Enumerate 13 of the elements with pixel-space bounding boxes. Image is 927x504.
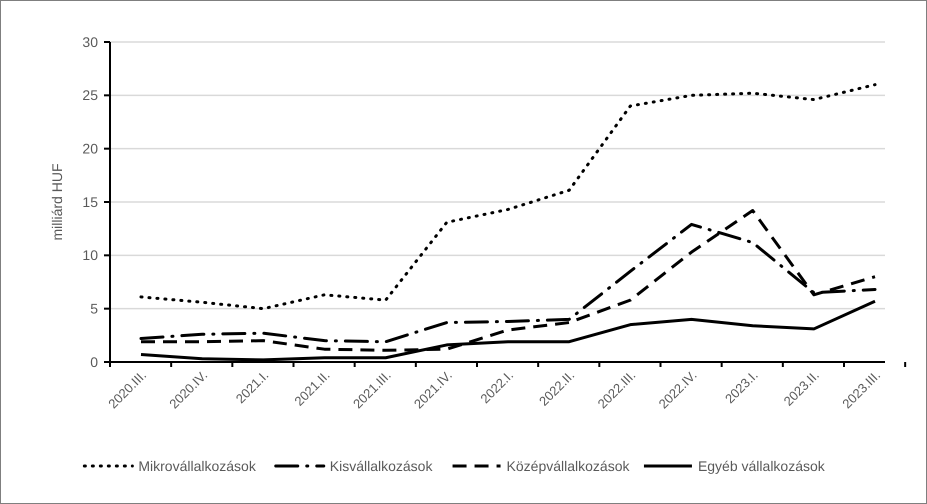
y-tick-label: 10 — [82, 247, 98, 264]
line-series — [140, 83, 876, 310]
y-tick-label: 5 — [90, 300, 98, 317]
y-tick-label: 0 — [90, 354, 98, 370]
legend-label: Mikrovállalkozások — [138, 458, 257, 474]
y-tick-label: 30 — [82, 34, 98, 50]
y-tick-label: 20 — [82, 140, 98, 157]
legend-label: Középvállalkozások — [506, 458, 631, 474]
y-axis-title: milliárd HUF — [49, 164, 65, 240]
y-tick-label: 15 — [82, 194, 98, 210]
legend-label: Egyéb vállalkozások — [698, 458, 826, 474]
legend-label: Kisvállalkozások — [330, 458, 434, 474]
y-tick-label: 25 — [82, 87, 98, 104]
